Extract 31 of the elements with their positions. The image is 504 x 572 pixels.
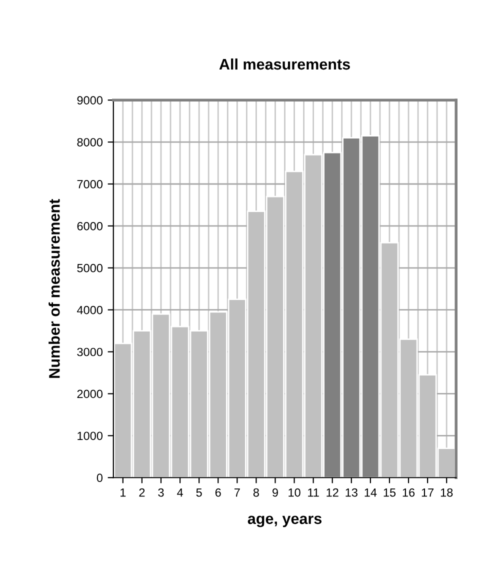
x-tick-label: 13	[346, 488, 358, 497]
y-tick-label: 9000	[77, 96, 103, 104]
x-tick-label: 16	[402, 488, 415, 497]
x-axis-title: age, years	[248, 516, 322, 528]
y-tick-label: 8000	[77, 138, 103, 146]
x-tick-label: 1	[120, 488, 126, 497]
x-tick-label: 17	[422, 488, 434, 497]
chart-title: All measurements	[219, 58, 350, 70]
x-tick-label: 9	[272, 488, 278, 497]
y-tick-label: 5000	[77, 264, 103, 272]
y-tick-label: 4000	[76, 306, 103, 314]
x-tick-label: 14	[364, 488, 377, 497]
y-tick-label: 7000	[77, 180, 103, 188]
y-tick-label: 3000	[77, 348, 103, 356]
y-tick-label: 0	[96, 474, 103, 482]
y-tick-label: 2000	[77, 390, 103, 398]
x-tick-label: 4	[177, 488, 183, 497]
y-tick-label: 6000	[77, 222, 103, 230]
x-tick-label: 8	[253, 488, 259, 497]
y-tick-label: 1000	[78, 432, 103, 440]
x-tick-label: 12	[326, 488, 338, 497]
x-tick-label: 7	[234, 488, 240, 497]
x-tick-label: 6	[215, 488, 221, 497]
x-tick-label: 5	[196, 488, 202, 497]
x-tick-label: 15	[384, 488, 396, 497]
x-tick-label: 3	[158, 488, 164, 497]
x-tick-label: 10	[288, 488, 300, 497]
x-tick-label: 11	[308, 488, 319, 497]
x-tick-label: 2	[139, 488, 145, 497]
x-tick-label: 18	[440, 488, 453, 497]
y-axis-title: Number of measurement	[48, 199, 60, 378]
